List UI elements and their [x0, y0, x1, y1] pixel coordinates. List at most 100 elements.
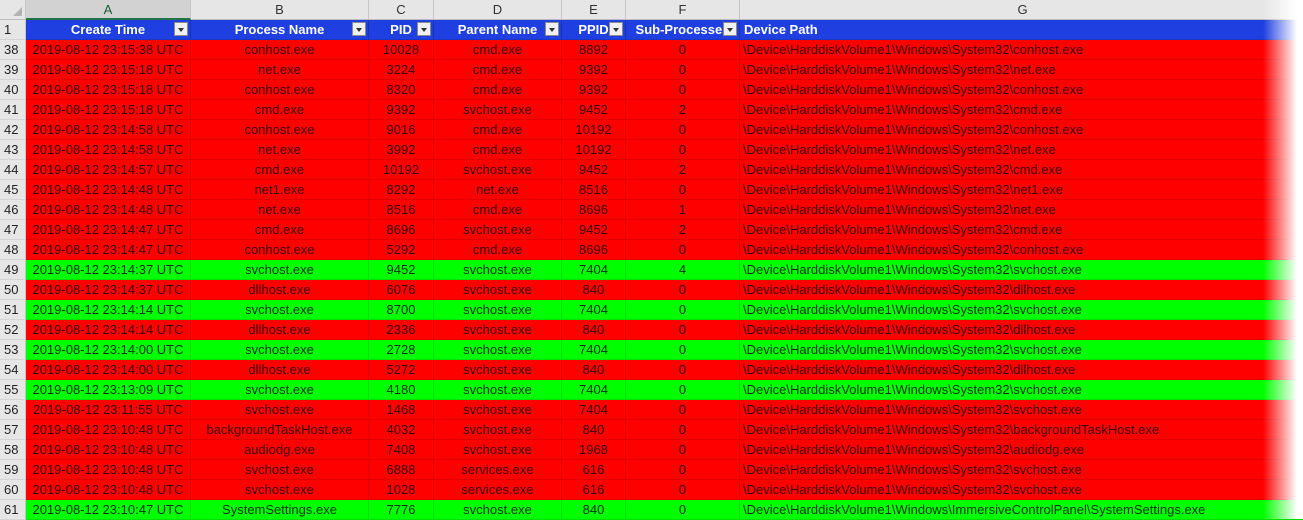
row-number[interactable]: 54	[0, 360, 26, 380]
filter-dropdown-icon[interactable]	[352, 22, 366, 36]
row-number[interactable]: 38	[0, 40, 26, 60]
cell-process-name[interactable]: svchost.exe	[191, 400, 369, 420]
row-number[interactable]: 48	[0, 240, 26, 260]
header-sub-processes[interactable]: Sub-Processes	[626, 20, 740, 40]
cell-parent-name[interactable]: svchost.exe	[434, 160, 562, 180]
header-ppid[interactable]: PPID	[562, 20, 626, 40]
cell-pid[interactable]: 3992	[369, 140, 434, 160]
cell-process-name[interactable]: cmd.exe	[191, 100, 369, 120]
cell-create-time[interactable]: 2019-08-12 23:14:48 UTC	[26, 180, 191, 200]
cell-process-name[interactable]: cmd.exe	[191, 220, 369, 240]
cell-ppid[interactable]: 9392	[562, 60, 626, 80]
cell-ppid[interactable]: 7404	[562, 400, 626, 420]
cell-parent-name[interactable]: svchost.exe	[434, 220, 562, 240]
cell-ppid[interactable]: 9452	[562, 220, 626, 240]
cell-pid[interactable]: 7776	[369, 500, 434, 520]
cell-device-path[interactable]: \Device\HarddiskVolume1\Windows\System32…	[740, 260, 1303, 280]
cell-parent-name[interactable]: svchost.exe	[434, 440, 562, 460]
row-number[interactable]: 49	[0, 260, 26, 280]
cell-parent-name[interactable]: cmd.exe	[434, 200, 562, 220]
cell-parent-name[interactable]: svchost.exe	[434, 400, 562, 420]
cell-device-path[interactable]: \Device\HarddiskVolume1\Windows\System32…	[740, 460, 1303, 480]
cell-parent-name[interactable]: svchost.exe	[434, 300, 562, 320]
cell-parent-name[interactable]: net.exe	[434, 180, 562, 200]
cell-ppid[interactable]: 9452	[562, 160, 626, 180]
cell-sub-processes[interactable]: 0	[626, 380, 740, 400]
cell-process-name[interactable]: conhost.exe	[191, 80, 369, 100]
cell-parent-name[interactable]: svchost.exe	[434, 340, 562, 360]
row-number[interactable]: 55	[0, 380, 26, 400]
cell-process-name[interactable]: conhost.exe	[191, 240, 369, 260]
cell-create-time[interactable]: 2019-08-12 23:14:14 UTC	[26, 300, 191, 320]
cell-pid[interactable]: 8320	[369, 80, 434, 100]
cell-create-time[interactable]: 2019-08-12 23:14:47 UTC	[26, 240, 191, 260]
cell-process-name[interactable]: svchost.exe	[191, 260, 369, 280]
cell-ppid[interactable]: 840	[562, 280, 626, 300]
cell-device-path[interactable]: \Device\HarddiskVolume1\Windows\System32…	[740, 280, 1303, 300]
row-number[interactable]: 1	[0, 20, 26, 40]
cell-create-time[interactable]: 2019-08-12 23:15:18 UTC	[26, 100, 191, 120]
row-number[interactable]: 46	[0, 200, 26, 220]
cell-pid[interactable]: 9392	[369, 100, 434, 120]
row-number[interactable]: 45	[0, 180, 26, 200]
cell-sub-processes[interactable]: 0	[626, 360, 740, 380]
cell-sub-processes[interactable]: 0	[626, 40, 740, 60]
cell-parent-name[interactable]: svchost.exe	[434, 100, 562, 120]
row-number[interactable]: 42	[0, 120, 26, 140]
cell-device-path[interactable]: \Device\HarddiskVolume1\Windows\System32…	[740, 420, 1303, 440]
row-number[interactable]: 58	[0, 440, 26, 460]
row-number[interactable]: 50	[0, 280, 26, 300]
cell-device-path[interactable]: \Device\HarddiskVolume1\Windows\System32…	[740, 380, 1303, 400]
cell-parent-name[interactable]: svchost.exe	[434, 320, 562, 340]
cell-pid[interactable]: 9016	[369, 120, 434, 140]
row-number[interactable]: 39	[0, 60, 26, 80]
row-number[interactable]: 43	[0, 140, 26, 160]
filter-dropdown-icon[interactable]	[609, 22, 623, 36]
cell-parent-name[interactable]: svchost.exe	[434, 380, 562, 400]
header-create-time[interactable]: Create Time	[26, 20, 191, 40]
cell-sub-processes[interactable]: 0	[626, 300, 740, 320]
header-device-path[interactable]: Device Path	[740, 20, 1303, 40]
cell-device-path[interactable]: \Device\HarddiskVolume1\Windows\System32…	[740, 40, 1303, 60]
cell-process-name[interactable]: SystemSettings.exe	[191, 500, 369, 520]
cell-ppid[interactable]: 1968	[562, 440, 626, 460]
column-header-f[interactable]: F	[626, 0, 740, 20]
cell-process-name[interactable]: net.exe	[191, 140, 369, 160]
cell-pid[interactable]: 8516	[369, 200, 434, 220]
cell-sub-processes[interactable]: 0	[626, 500, 740, 520]
cell-device-path[interactable]: \Device\HarddiskVolume1\Windows\System32…	[740, 100, 1303, 120]
cell-ppid[interactable]: 840	[562, 320, 626, 340]
cell-parent-name[interactable]: svchost.exe	[434, 280, 562, 300]
cell-parent-name[interactable]: services.exe	[434, 460, 562, 480]
cell-pid[interactable]: 5292	[369, 240, 434, 260]
cell-device-path[interactable]: \Device\HarddiskVolume1\Windows\System32…	[740, 60, 1303, 80]
cell-device-path[interactable]: \Device\HarddiskVolume1\Windows\System32…	[740, 220, 1303, 240]
cell-device-path[interactable]: \Device\HarddiskVolume1\Windows\System32…	[740, 240, 1303, 260]
cell-sub-processes[interactable]: 2	[626, 220, 740, 240]
row-number[interactable]: 57	[0, 420, 26, 440]
filter-dropdown-icon[interactable]	[723, 22, 737, 36]
cell-create-time[interactable]: 2019-08-12 23:11:55 UTC	[26, 400, 191, 420]
row-number[interactable]: 53	[0, 340, 26, 360]
cell-ppid[interactable]: 840	[562, 420, 626, 440]
cell-sub-processes[interactable]: 0	[626, 320, 740, 340]
cell-pid[interactable]: 7408	[369, 440, 434, 460]
cell-device-path[interactable]: \Device\HarddiskVolume1\Windows\System32…	[740, 80, 1303, 100]
cell-process-name[interactable]: conhost.exe	[191, 120, 369, 140]
cell-ppid[interactable]: 840	[562, 360, 626, 380]
cell-parent-name[interactable]: cmd.exe	[434, 40, 562, 60]
cell-create-time[interactable]: 2019-08-12 23:13:09 UTC	[26, 380, 191, 400]
cell-ppid[interactable]: 7404	[562, 340, 626, 360]
cell-device-path[interactable]: \Device\HarddiskVolume1\Windows\System32…	[740, 440, 1303, 460]
cell-parent-name[interactable]: svchost.exe	[434, 420, 562, 440]
cell-process-name[interactable]: net.exe	[191, 200, 369, 220]
filter-dropdown-icon[interactable]	[545, 22, 559, 36]
header-parent-name[interactable]: Parent Name	[434, 20, 562, 40]
cell-create-time[interactable]: 2019-08-12 23:14:14 UTC	[26, 320, 191, 340]
row-number[interactable]: 40	[0, 80, 26, 100]
row-number[interactable]: 61	[0, 500, 26, 520]
cell-sub-processes[interactable]: 0	[626, 400, 740, 420]
cell-ppid[interactable]: 7404	[562, 260, 626, 280]
column-header-c[interactable]: C	[369, 0, 434, 20]
cell-sub-processes[interactable]: 0	[626, 120, 740, 140]
